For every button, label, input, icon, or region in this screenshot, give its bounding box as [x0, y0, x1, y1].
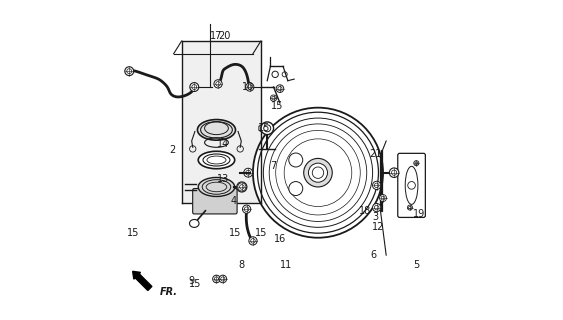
Circle shape [237, 182, 247, 192]
Circle shape [219, 275, 227, 283]
Circle shape [269, 124, 367, 221]
FancyBboxPatch shape [193, 188, 237, 214]
Circle shape [213, 275, 220, 283]
Circle shape [214, 80, 222, 88]
Circle shape [289, 153, 303, 167]
Text: 10: 10 [242, 82, 254, 92]
Ellipse shape [198, 178, 235, 196]
Text: 20: 20 [218, 31, 231, 41]
Circle shape [270, 95, 277, 101]
Circle shape [374, 183, 379, 188]
Circle shape [303, 158, 332, 187]
Circle shape [390, 168, 399, 178]
Circle shape [391, 170, 397, 175]
Text: 14: 14 [217, 139, 229, 149]
Circle shape [414, 161, 419, 166]
Circle shape [248, 85, 252, 89]
Text: 2: 2 [169, 146, 175, 156]
Text: 15: 15 [271, 101, 283, 111]
Circle shape [215, 277, 218, 281]
Text: 15: 15 [254, 228, 267, 238]
Circle shape [245, 83, 254, 91]
Circle shape [381, 196, 385, 200]
Circle shape [276, 131, 360, 215]
Text: 21: 21 [369, 149, 381, 159]
Text: 15: 15 [189, 279, 202, 289]
Ellipse shape [190, 220, 199, 228]
Circle shape [379, 195, 387, 202]
Circle shape [309, 163, 328, 182]
Text: 4: 4 [231, 196, 237, 206]
Circle shape [415, 162, 418, 164]
Circle shape [244, 207, 249, 212]
Circle shape [374, 205, 379, 210]
Text: 3: 3 [372, 212, 378, 222]
Circle shape [245, 170, 251, 175]
Text: 18: 18 [359, 206, 372, 216]
Circle shape [289, 181, 303, 196]
Circle shape [263, 118, 373, 227]
Circle shape [312, 167, 324, 178]
Text: 19: 19 [413, 209, 426, 219]
Circle shape [243, 205, 251, 213]
Circle shape [261, 122, 274, 135]
Circle shape [125, 67, 133, 76]
Text: 8: 8 [239, 260, 245, 270]
Circle shape [373, 181, 381, 189]
Circle shape [409, 206, 412, 209]
Circle shape [284, 139, 352, 206]
Circle shape [127, 69, 132, 74]
Ellipse shape [198, 120, 235, 140]
Circle shape [278, 86, 282, 91]
Circle shape [253, 108, 383, 238]
Circle shape [192, 84, 196, 90]
Circle shape [272, 96, 275, 100]
Circle shape [244, 168, 253, 177]
Text: 9: 9 [188, 276, 194, 285]
Text: 11: 11 [280, 260, 292, 270]
Text: 12: 12 [372, 222, 385, 232]
Circle shape [249, 237, 257, 245]
Ellipse shape [198, 151, 235, 169]
FancyBboxPatch shape [398, 153, 426, 217]
Circle shape [408, 205, 413, 210]
Text: 5: 5 [413, 260, 419, 270]
Text: 17: 17 [211, 31, 222, 41]
Text: 15: 15 [229, 228, 242, 238]
Text: 15: 15 [127, 228, 139, 238]
Circle shape [190, 83, 199, 92]
Bar [381, 150, 382, 211]
Text: 7: 7 [270, 161, 276, 171]
Circle shape [251, 239, 255, 243]
Polygon shape [182, 41, 261, 203]
Circle shape [263, 125, 271, 132]
Circle shape [238, 183, 246, 191]
Circle shape [257, 112, 378, 233]
Circle shape [276, 85, 284, 92]
Text: 13: 13 [217, 174, 229, 184]
Circle shape [221, 277, 225, 281]
Circle shape [373, 204, 381, 212]
Text: 6: 6 [370, 250, 377, 260]
Circle shape [240, 185, 244, 189]
Text: 15: 15 [258, 123, 270, 133]
FancyArrow shape [133, 271, 152, 291]
Text: FR.: FR. [159, 287, 177, 297]
Circle shape [216, 82, 220, 86]
Text: 16: 16 [274, 234, 286, 244]
